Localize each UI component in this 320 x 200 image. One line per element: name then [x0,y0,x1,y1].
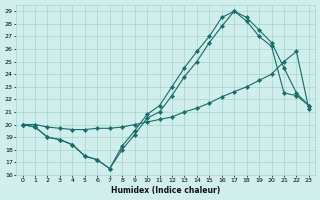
X-axis label: Humidex (Indice chaleur): Humidex (Indice chaleur) [111,186,220,195]
